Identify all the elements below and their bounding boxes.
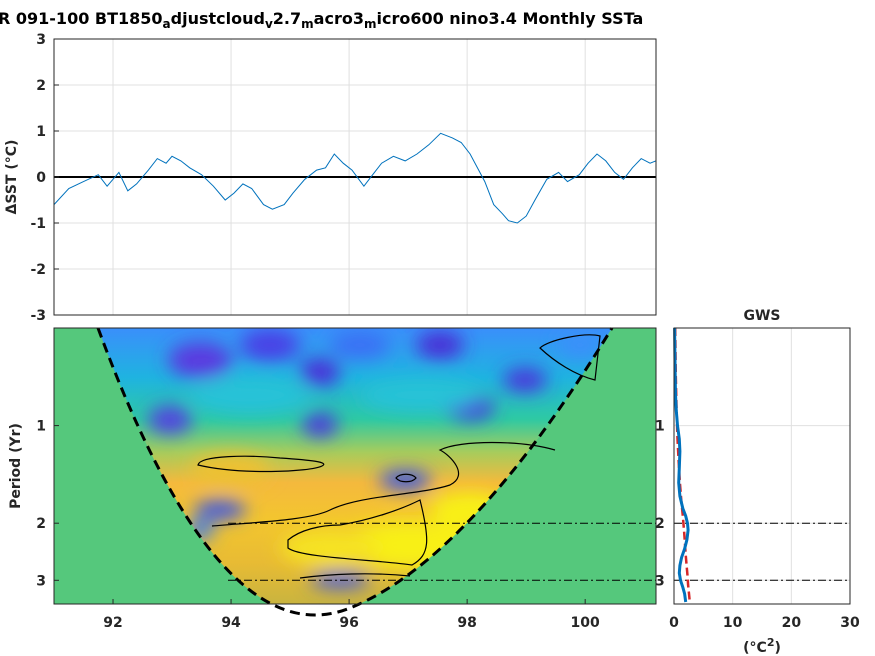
x-label-part: ): [774, 640, 780, 656]
x-label-part: (°C: [743, 640, 767, 656]
x-tick-label: 94: [221, 615, 241, 631]
y-tick-label: 3: [36, 32, 46, 48]
gws-power-line: [673, 327, 690, 603]
wavelet-x-ticks: 92 94 96 98 100: [103, 599, 600, 631]
gws-title: GWS: [743, 308, 780, 324]
x-label-part: 2: [767, 636, 775, 649]
gws-x-label: (°C2): [743, 636, 781, 656]
sst-series-line: [54, 132, 656, 224]
title-part: R 091-100 BT1850: [0, 9, 163, 28]
gws-x-ticks: 0 10 20 30: [669, 615, 860, 631]
x-tick-label: 20: [782, 615, 802, 631]
y-tick-label: 1: [36, 419, 46, 435]
gws-y-ticks: 1 2 3: [655, 419, 665, 590]
wavelet-panel: 1 2 3 92 94 96 98 100 Period (Yr): [8, 327, 657, 631]
y-tick-label: 2: [36, 516, 46, 532]
significance-contours: [197, 334, 601, 579]
x-tick-label: 98: [457, 615, 476, 631]
y-tick-label: 1: [36, 124, 46, 140]
y-tick-label: -1: [30, 216, 46, 232]
x-tick-label: 10: [723, 615, 743, 631]
title-part: m: [301, 17, 314, 31]
time-series-y-label: ΔSST (°C): [4, 140, 20, 215]
time-series-y-ticks: 3 2 1 0 -1 -2 -3: [30, 32, 59, 324]
title-part: djustcloud: [171, 9, 265, 28]
wavelet-y-label: Period (Yr): [8, 423, 24, 509]
chart-title: R 091-100 BT1850adjustcloudv2.7macro3mic…: [0, 9, 643, 31]
wavelet-y-ticks: 1 2 3: [36, 419, 59, 589]
y-tick-label: -3: [30, 308, 46, 324]
y-tick-label: 1: [655, 419, 665, 435]
x-tick-label: 0: [669, 615, 679, 631]
title-part: icro600 nino3.4 Monthly SSTa: [376, 9, 643, 28]
title-part: m: [364, 17, 377, 31]
y-tick-label: 2: [655, 516, 665, 532]
cone-of-influence: [96, 327, 614, 617]
y-tick-label: 0: [36, 170, 46, 186]
wavelet-reference-lines: [228, 522, 656, 581]
x-tick-label: 100: [571, 615, 600, 631]
title-part: v: [265, 17, 273, 31]
y-tick-label: -2: [30, 262, 46, 278]
time-series-panel: 3 2 1 0 -1 -2 -3 ΔSST (°C): [4, 32, 657, 324]
x-tick-label: 30: [840, 615, 860, 631]
title-part: 2.7: [273, 9, 301, 28]
x-tick-label: 92: [103, 615, 122, 631]
gws-reference-lines: [674, 522, 850, 581]
y-tick-label: 3: [655, 573, 665, 589]
gws-panel: 123 0 10 20 30 GWS (°C2): [655, 308, 860, 656]
y-tick-label: 3: [36, 573, 46, 589]
title-part: a: [163, 17, 171, 31]
y-tick-label: 2: [36, 78, 46, 94]
x-tick-label: 96: [339, 615, 358, 631]
title-part: acro3: [314, 9, 364, 28]
